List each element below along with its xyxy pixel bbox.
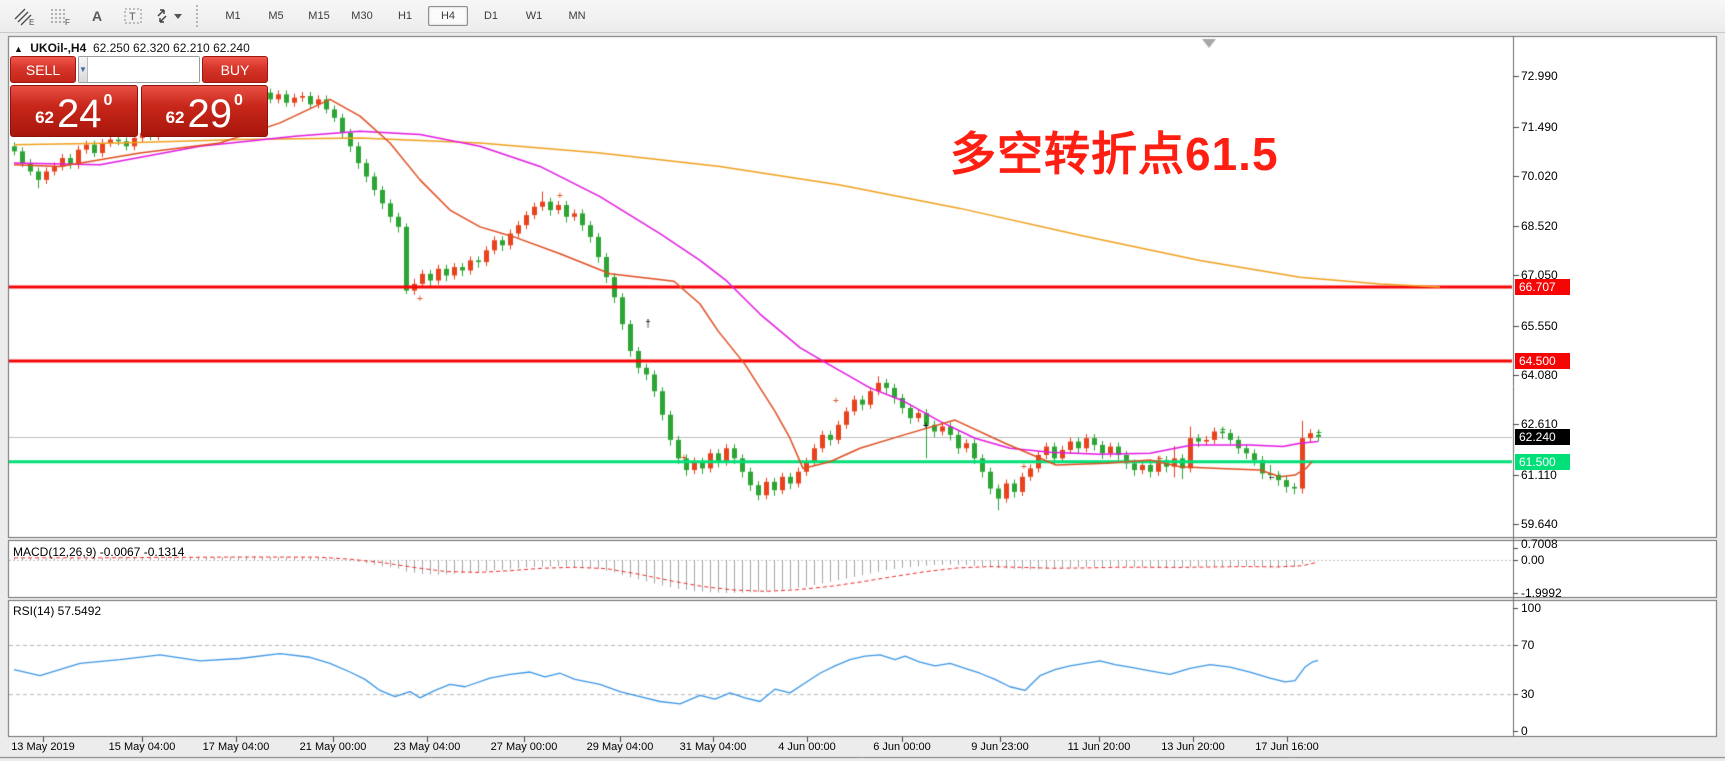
price-tick-label: 68.520 bbox=[1521, 219, 1558, 234]
timeframe-button-w1[interactable]: W1 bbox=[525, 10, 543, 22]
price-tick-label: 71.490 bbox=[1521, 119, 1558, 134]
price-tick-label: 59.640 bbox=[1521, 517, 1558, 532]
date-tick-label: 6 Jun 00:00 bbox=[873, 741, 931, 753]
rsi-tick-label: 0 bbox=[1521, 724, 1528, 738]
rsi-tick-label: 30 bbox=[1521, 687, 1535, 702]
price-level-badge: 64.500 bbox=[1515, 353, 1570, 370]
date-tick-label: 23 May 04:00 bbox=[393, 741, 461, 753]
text-label-icon[interactable]: A bbox=[82, 4, 112, 28]
price-tick-label: 70.020 bbox=[1521, 168, 1558, 183]
volume-input[interactable] bbox=[87, 57, 199, 82]
date-tick-label: 15 May 04:00 bbox=[108, 741, 176, 753]
price-tick-label: 62.610 bbox=[1521, 417, 1558, 432]
sell-button[interactable]: SELL bbox=[10, 56, 76, 83]
date-tick-label: 17 May 04:00 bbox=[202, 741, 270, 753]
date-tick-label: 4 Jun 00:00 bbox=[778, 741, 836, 753]
chart-text-annotation[interactable]: 多空转折点61.5 bbox=[950, 128, 1279, 180]
arrow-objects-icon[interactable] bbox=[154, 4, 184, 28]
date-tick-label: 13 May 2019 bbox=[11, 741, 75, 753]
buy-price-display[interactable]: 62 29 0 bbox=[140, 85, 268, 137]
text-box-icon[interactable]: T bbox=[118, 4, 148, 28]
timeframe-button-m5[interactable]: M5 bbox=[268, 10, 284, 22]
date-tick-label: 31 May 04:00 bbox=[679, 741, 747, 753]
macd-tick-label: -1.9992 bbox=[1521, 585, 1562, 600]
price-level-badge: 62.240 bbox=[1515, 428, 1570, 445]
price-tick-label: 64.080 bbox=[1521, 368, 1558, 383]
price-tick-label: 67.050 bbox=[1521, 268, 1558, 283]
buy-button[interactable]: BUY bbox=[202, 56, 268, 83]
price-level-badge: 61.500 bbox=[1515, 453, 1570, 470]
collapse-arrow-icon[interactable]: ▲ bbox=[14, 44, 23, 54]
rsi-tick-label: 100 bbox=[1521, 601, 1542, 616]
ohlc-readout: 62.250 62.320 62.210 62.240 bbox=[92, 41, 250, 55]
timeframe-button-m30[interactable]: M30 bbox=[351, 10, 373, 22]
price-tick-label: 61.110 bbox=[1521, 467, 1557, 482]
svg-text:E: E bbox=[29, 18, 34, 26]
fibonacci-retracement-icon[interactable]: F bbox=[46, 4, 76, 28]
sell-price-display[interactable]: 62 24 0 bbox=[10, 85, 138, 137]
timeframe-button-group: M1 M5 M15 M30 H1 H4 D1 W1 MN bbox=[213, 6, 600, 26]
volume-stepper: ▼ ▲ bbox=[78, 56, 200, 83]
buy-price-whole: 62 bbox=[165, 108, 185, 127]
date-tick-label: 29 May 04:00 bbox=[586, 741, 654, 753]
macd-tick-label: 0.7008 bbox=[1521, 537, 1558, 552]
rsi-tick-label: 70 bbox=[1521, 637, 1535, 652]
date-tick-label: 17 Jun 16:00 bbox=[1255, 741, 1319, 753]
volume-decrease-button[interactable]: ▼ bbox=[79, 57, 88, 82]
timeframe-button-m15[interactable]: M15 bbox=[308, 10, 330, 22]
buy-price-pipette: 0 bbox=[234, 92, 243, 109]
price-tick-label: 65.550 bbox=[1521, 318, 1558, 333]
svg-text:A: A bbox=[92, 8, 102, 24]
timeframe-button-mn[interactable]: MN bbox=[568, 10, 586, 22]
svg-text:F: F bbox=[65, 18, 70, 26]
chart-symbol-header: ▲ UKOil-,H4 62.250 62.320 62.210 62.240 bbox=[14, 41, 250, 55]
top-toolbar: E F A T M1 M5 M15 M30 H1 H4 D1 W1 MN bbox=[0, 0, 1725, 33]
timeframe-button-d1[interactable]: D1 bbox=[483, 10, 499, 22]
svg-text:T: T bbox=[129, 11, 136, 23]
date-tick-label: 27 May 00:00 bbox=[490, 741, 558, 753]
price-tick-label: 72.990 bbox=[1521, 69, 1558, 84]
rsi-indicator-label: RSI(14) 57.5492 bbox=[13, 604, 102, 618]
macd-indicator-label: MACD(12,26,9) -0.0067 -0.1314 bbox=[13, 545, 185, 559]
macd-tick-label: 0.00 bbox=[1521, 553, 1545, 567]
sell-price-pips: 24 bbox=[57, 92, 102, 136]
sell-price-whole: 62 bbox=[35, 108, 54, 127]
timeframe-button-m1[interactable]: M1 bbox=[225, 10, 241, 22]
equidistant-channel-icon[interactable]: E bbox=[10, 4, 40, 28]
date-tick-label: 13 Jun 20:00 bbox=[1161, 741, 1225, 753]
sell-price-pipette: 0 bbox=[103, 92, 113, 109]
symbol-name: UKOil-,H4 bbox=[30, 41, 87, 55]
buy-price-pips: 29 bbox=[187, 92, 233, 136]
date-tick-label: 11 Jun 20:00 bbox=[1067, 741, 1131, 753]
timeframe-button-h4[interactable]: H4 bbox=[428, 6, 468, 26]
date-tick-label: 21 May 00:00 bbox=[299, 741, 367, 753]
toolbar-grip[interactable] bbox=[196, 5, 203, 27]
one-click-trade-panel: SELL ▼ ▲ BUY 62 24 0 62 29 0 bbox=[10, 56, 268, 137]
timeframe-button-h1[interactable]: H1 bbox=[397, 10, 413, 22]
price-level-badge: 66.707 bbox=[1515, 279, 1570, 295]
date-tick-label: 9 Jun 23:00 bbox=[971, 741, 1029, 753]
